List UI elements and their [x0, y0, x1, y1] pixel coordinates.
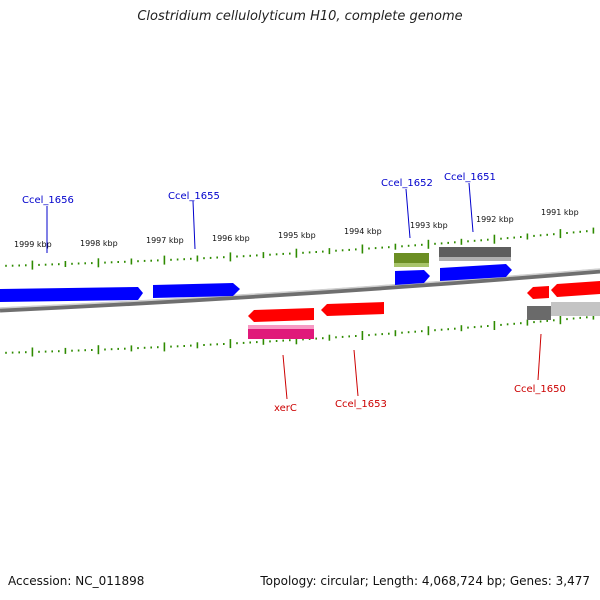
scale-label: 1994 kbp — [344, 227, 382, 236]
gene-label-ccel-1652[interactable]: Ccel_1652 — [381, 178, 433, 189]
cds-xerc[interactable] — [248, 308, 314, 322]
cds-ccel-1655[interactable] — [153, 283, 240, 298]
feature-gray-shade — [439, 257, 511, 261]
gene-label-ccel-1650[interactable]: Ccel_1650 — [514, 384, 566, 395]
leader-line — [282, 354, 288, 400]
leader-line — [405, 188, 411, 239]
genome-title: Clostridium cellulolyticum H10, complete… — [137, 9, 463, 24]
cds-ccel-1652[interactable] — [395, 270, 430, 285]
cds-red-edge[interactable] — [551, 281, 600, 297]
cds-ccel-1656[interactable] — [0, 287, 143, 302]
scale-label: 1992 kbp — [476, 215, 514, 224]
cds-ccel-1651[interactable] — [440, 264, 512, 281]
leader-line — [537, 333, 542, 381]
cds-ccel-1650[interactable] — [527, 286, 549, 299]
leader-line — [353, 349, 359, 397]
scale-label: 1991 kbp — [541, 208, 579, 217]
scale-label: 1995 kbp — [278, 231, 316, 240]
leader-line — [192, 200, 196, 250]
gene-label-ccel-1655[interactable]: Ccel_1655 — [168, 191, 220, 202]
scale-label: 1999 kbp — [14, 240, 52, 249]
feature-gray-inner[interactable] — [527, 306, 551, 320]
scale-label: 1998 kbp — [80, 239, 118, 248]
scale-label: 1996 kbp — [212, 234, 250, 243]
accession-label: Accession: NC_011898 — [8, 574, 145, 588]
gene-label-ccel-1656[interactable]: Ccel_1656 — [22, 195, 74, 206]
topology-summary: Topology: circular; Length: 4,068,724 bp… — [260, 574, 590, 588]
gene-label-ccel-1651[interactable]: Ccel_1651 — [444, 172, 496, 183]
feature-magenta-shade — [248, 325, 314, 329]
feature-lightgray-inner[interactable] — [551, 302, 600, 316]
scale-ticks-outer — [5, 227, 595, 270]
scale-label: 1993 kbp — [410, 221, 448, 230]
cds-ccel-1653[interactable] — [321, 302, 384, 316]
leader-line — [468, 182, 474, 233]
scale-label: 1997 kbp — [146, 236, 184, 245]
genome-backbone-highlight — [0, 268, 600, 309]
gene-label-ccel-1653[interactable]: Ccel_1653 — [335, 399, 387, 410]
gene-label-xerc[interactable]: xerC — [274, 403, 297, 414]
feature-olive-shade — [394, 263, 429, 267]
genome-backbone — [0, 268, 600, 313]
